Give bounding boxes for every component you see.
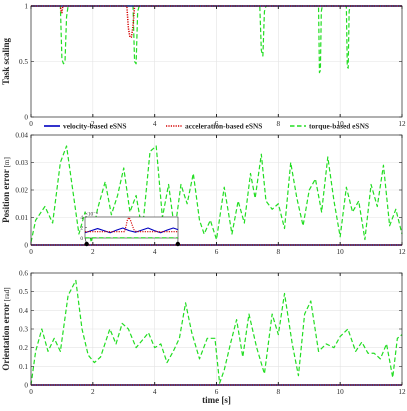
inset-y-tick-label: 2 [80, 225, 83, 231]
x-tick-label: 10 [337, 388, 345, 396]
y-tick-label: 0 [24, 382, 28, 390]
y-tick-label: 0.03 [15, 159, 28, 167]
x-tick-label: 2 [91, 120, 95, 128]
zoom-marker [84, 241, 89, 247]
y-tick-label: 0.1 [19, 363, 28, 371]
inset-y-tick-label: 4 [80, 215, 83, 221]
y-tick-label: 0.2 [19, 344, 28, 352]
y-tick-label: 0.04 [15, 132, 28, 140]
zoom-marker [175, 241, 181, 247]
x-tick-label: 10 [337, 120, 345, 128]
legend: velocity-based eSNS acceleration-based eS… [44, 122, 369, 131]
x-tick-label: 12 [398, 248, 406, 256]
y-axis-label: Position error [m] [1, 157, 11, 223]
y-tick-label: 0.5 [19, 288, 28, 296]
task-scaling-panel: 0 2 4 6 8 10 12 0 0.5 1 Task scaling [1, 3, 406, 129]
x-axis-label: time [s] [202, 395, 231, 405]
acceleration-based-series-line-inset [85, 216, 178, 233]
x-tick-label: 2 [91, 388, 95, 396]
torque-based-series-line [30, 145, 403, 243]
y-axis-label: Task scaling [1, 38, 11, 85]
orientation-error-panel: 0 2 4 6 8 10 12 0 0.1 0.2 0.3 0.4 0.5 0.6 Orientation … [1, 270, 406, 397]
x-tick-label: 8 [277, 388, 281, 396]
x-tick-label: 4 [153, 120, 157, 128]
y-tick-label: 0.02 [15, 187, 28, 195]
acceleration-based-series-line [31, 5, 402, 38]
torque-based-series-line [31, 5, 402, 74]
y-tick-label: 0.4 [19, 307, 28, 315]
x-tick-label: 0 [29, 248, 33, 256]
legend-label: torque-based eSNS [309, 122, 369, 131]
y-axis-label: Orientation error [rad] [1, 287, 11, 370]
y-tick-label: 1 [24, 3, 28, 11]
y-tick-label: 0.01 [15, 214, 28, 222]
velocity-based-series-line-inset [84, 227, 179, 234]
y-tick-label: 0.3 [19, 326, 28, 334]
x-tick-label: 2 [91, 248, 95, 256]
torque-based-series-line [30, 279, 403, 386]
x-tick-label: 8 [277, 248, 281, 256]
inset-box [84, 216, 179, 239]
position-error-inset: 0 2 4×10⁻⁴ [80, 212, 181, 247]
inset-y-tick-label: 0 [80, 236, 83, 242]
y-tick-label: 0.5 [19, 58, 28, 66]
x-tick-label: 6 [215, 388, 219, 396]
x-tick-label: 12 [398, 120, 406, 128]
x-tick-label: 8 [277, 120, 281, 128]
y-tick-label: 0 [24, 242, 28, 250]
y-tick-label: 0.6 [19, 270, 28, 278]
x-tick-label: 12 [398, 388, 406, 396]
x-tick-label: 0 [29, 388, 33, 396]
x-tick-label: 0 [29, 120, 33, 128]
x-tick-label: 10 [337, 248, 345, 256]
legend-label: velocity-based eSNS [63, 122, 126, 131]
y-tick-label: 0 [24, 114, 28, 122]
legend-label: acceleration-based eSNS [185, 122, 262, 131]
x-tick-label: 6 [215, 248, 219, 256]
x-tick-label: 4 [153, 388, 157, 396]
x-tick-label: 4 [153, 248, 157, 256]
x-tick-label: 6 [215, 120, 219, 128]
position-error-panel: 0 2 4 6 8 10 12 0 0.01 0.02 0.03 0.04 Position error… [1, 132, 406, 257]
inset-exponent: ×10⁻⁴ [85, 212, 98, 218]
